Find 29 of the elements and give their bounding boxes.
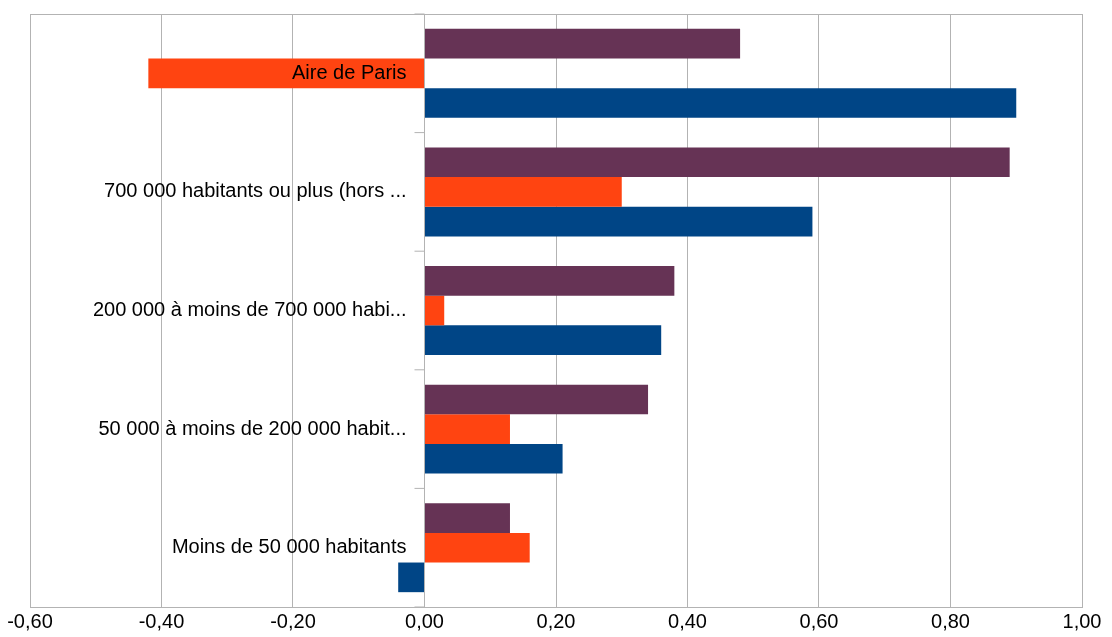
bar xyxy=(398,562,424,593)
bar xyxy=(425,295,445,326)
x-tick-label: 0,00 xyxy=(405,609,444,632)
x-tick-label: 0,60 xyxy=(799,609,839,632)
bar xyxy=(425,325,662,355)
y-tick-label: 200 000 à moins de 700 000 habi... xyxy=(92,298,407,321)
y-tick-label: 50 000 à moins de 200 000 habit... xyxy=(98,416,407,439)
bar xyxy=(425,503,510,533)
bar xyxy=(425,266,675,296)
x-tick-label: 1,00 xyxy=(1062,609,1102,632)
x-tick-label: -0,60 xyxy=(7,609,53,632)
y-tick-label: Aire de Paris xyxy=(292,60,407,83)
bar xyxy=(425,206,813,237)
x-tick-label: 0,20 xyxy=(536,609,576,632)
bar xyxy=(425,177,622,207)
bar xyxy=(425,28,741,59)
bar xyxy=(425,532,530,563)
x-tick-label: 0,40 xyxy=(668,609,707,632)
bar xyxy=(425,414,510,444)
bar xyxy=(425,384,649,415)
bar xyxy=(425,147,1010,178)
y-tick-label: Moins de 50 000 habitants xyxy=(171,535,407,558)
bar xyxy=(425,88,1017,118)
x-tick-label: 0,80 xyxy=(931,609,970,632)
bar xyxy=(148,58,424,89)
y-tick-label: 700 000 habitants ou plus (hors ... xyxy=(104,179,407,202)
bar xyxy=(425,443,563,474)
x-tick-label: -0,20 xyxy=(270,609,316,632)
x-tick-label: -0,40 xyxy=(138,609,185,632)
